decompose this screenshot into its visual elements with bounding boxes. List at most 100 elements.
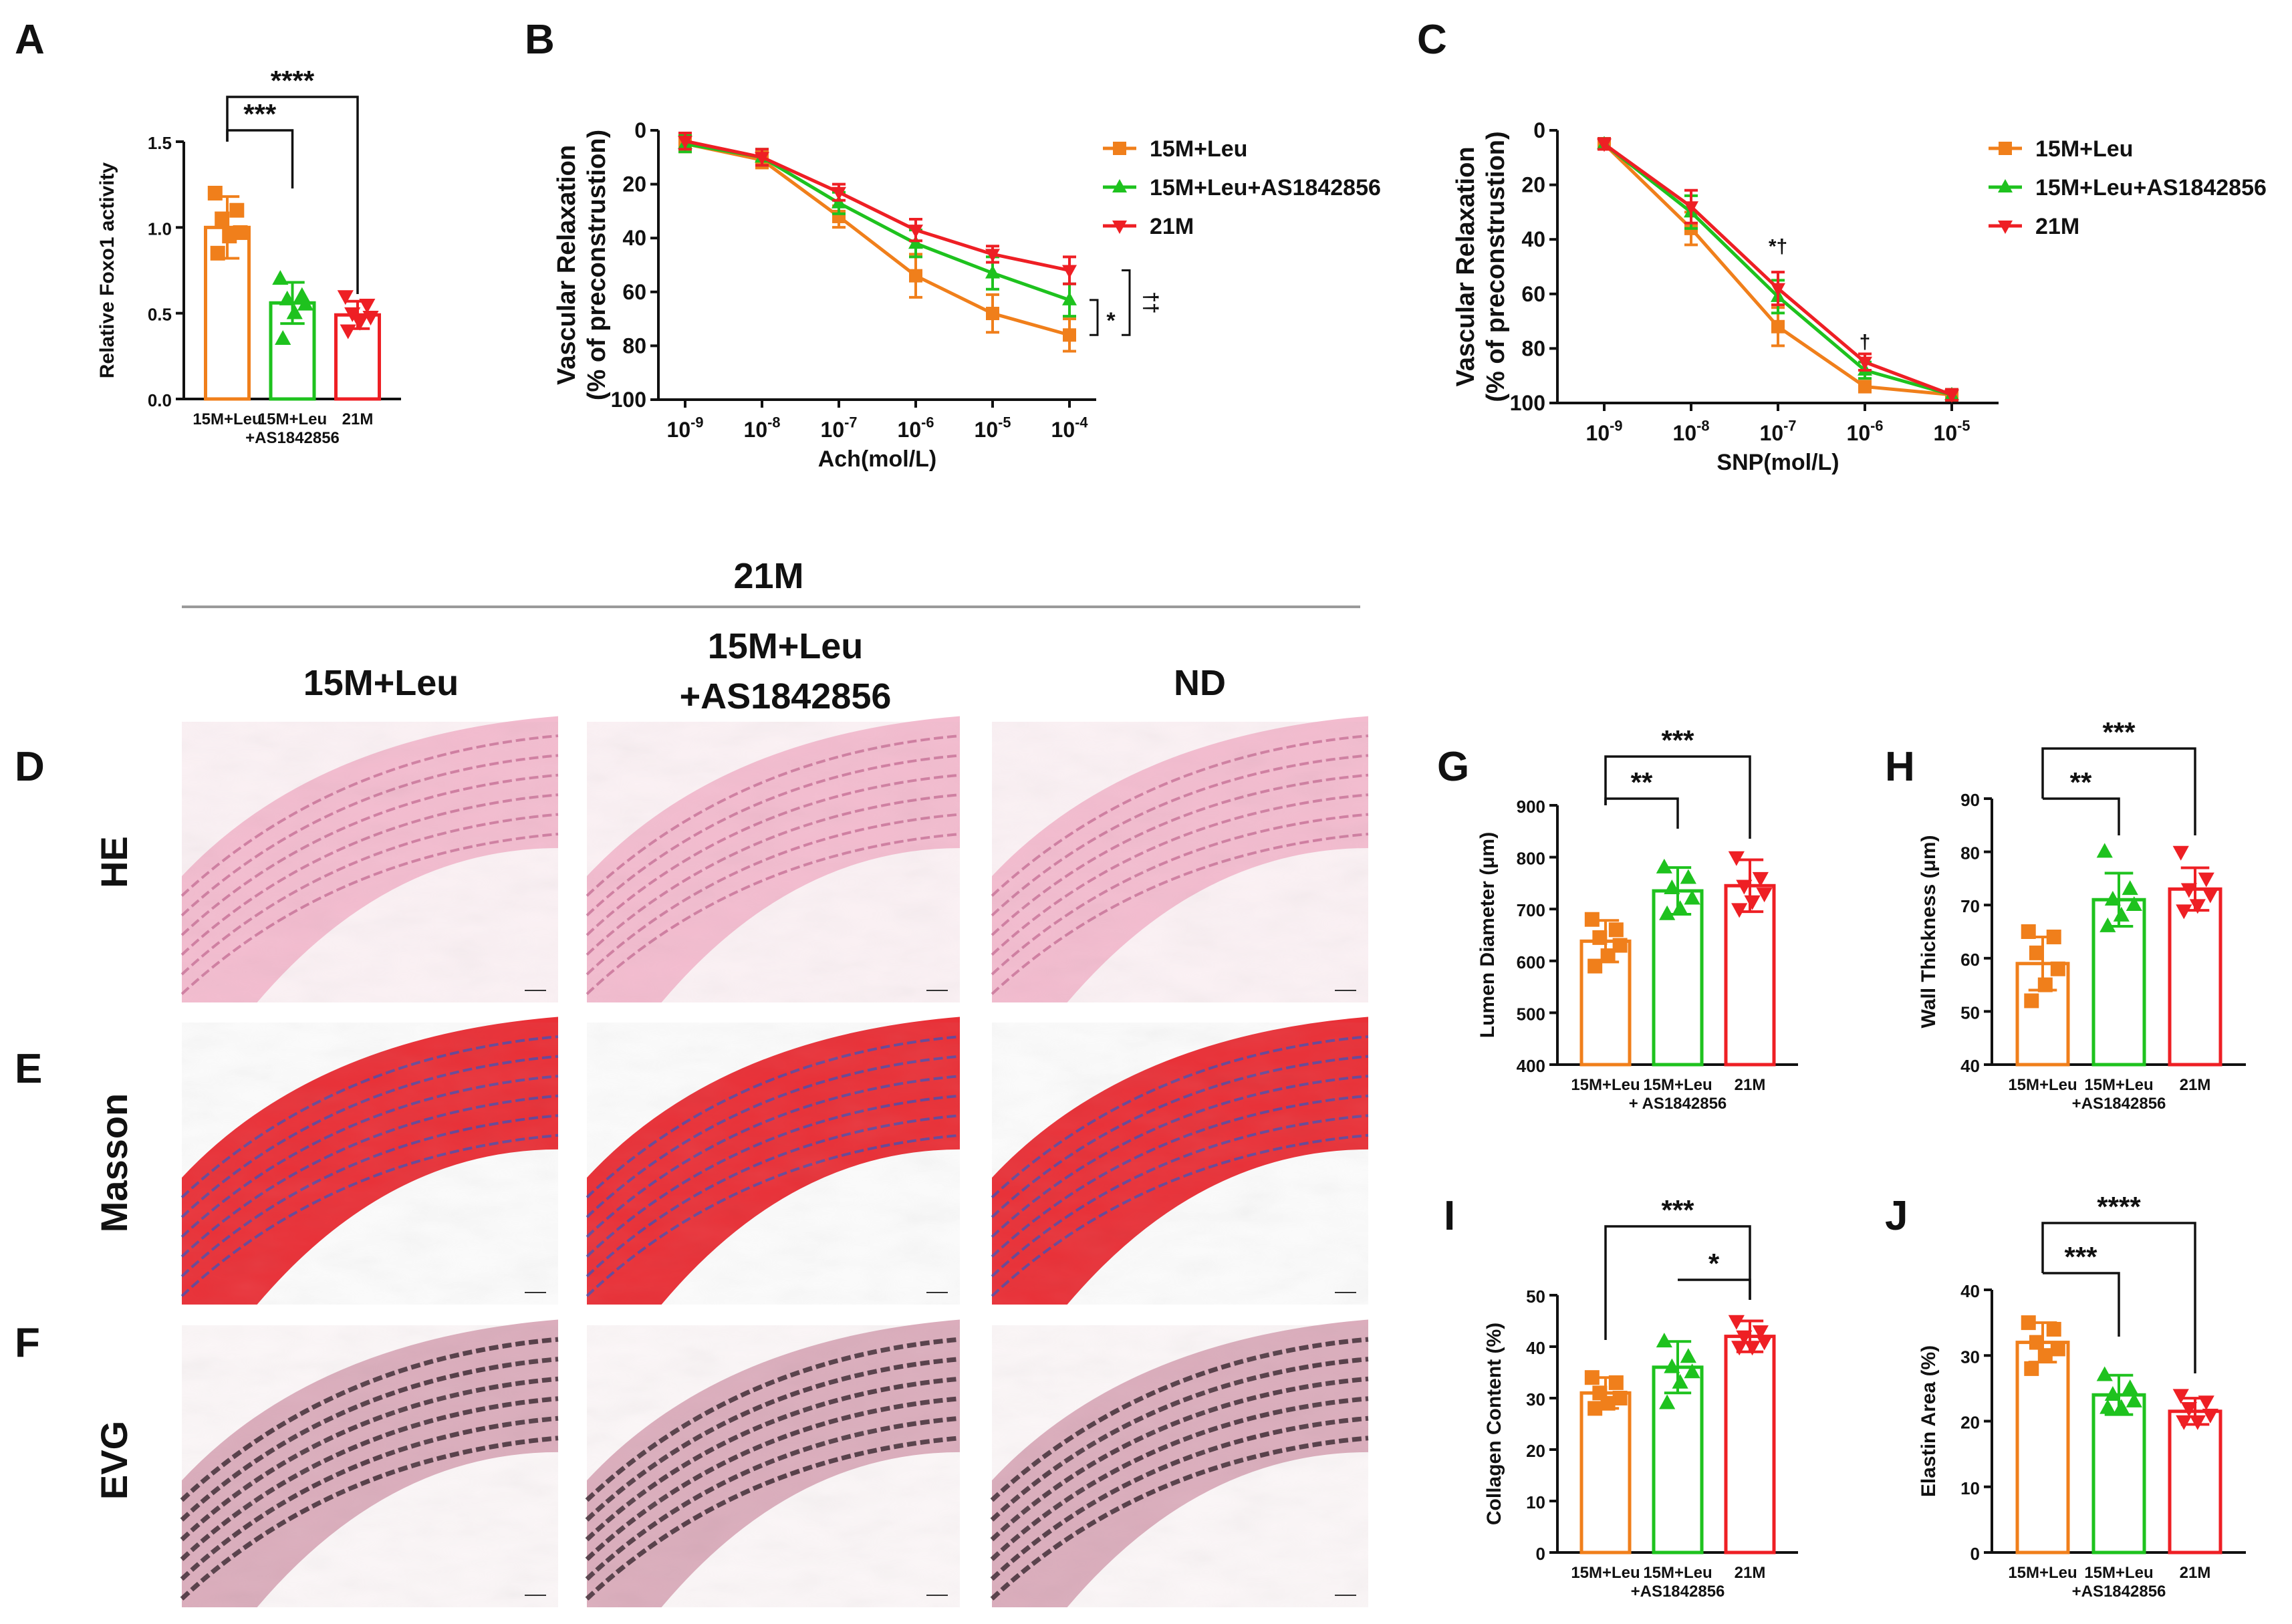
data-point xyxy=(1656,858,1672,873)
significance-label: **** xyxy=(271,65,315,96)
y-tick-label: 700 xyxy=(1517,900,1545,920)
histology-image-he-2 xyxy=(586,716,961,1002)
histology-col-2-line1: 15M+Leu xyxy=(708,626,864,666)
data-point xyxy=(1944,389,1959,403)
data-point xyxy=(1684,890,1700,905)
data-point xyxy=(2046,1321,2061,1337)
significance-bracket xyxy=(1122,269,1131,336)
data-point xyxy=(272,270,289,285)
chart-j-elastin: 0 10 20 30 40 Elastin Area (%) 15M+Leu 15M+Leu+… xyxy=(1918,1191,2246,1601)
x-category-label: 21M xyxy=(2180,1076,2211,1094)
data-point xyxy=(986,307,999,321)
data-point xyxy=(1587,1401,1603,1416)
bar xyxy=(1579,1391,1632,1554)
y-tick-label: 60 xyxy=(1960,950,1980,970)
significance-label: † xyxy=(1860,331,1871,353)
data-point xyxy=(1672,1373,1688,1389)
x-tick-label: 10-6 xyxy=(898,414,934,442)
panel-label-e: E xyxy=(15,1046,42,1092)
data-point xyxy=(1728,851,1745,866)
data-point xyxy=(832,186,846,200)
y-tick-label: 80 xyxy=(622,333,646,358)
y-tick-label: 600 xyxy=(1517,952,1545,972)
image-texture xyxy=(992,1325,1368,1607)
x-category-label: 15M+Leu xyxy=(2008,1076,2077,1094)
x-tick-label: 10-4 xyxy=(1051,414,1088,442)
panel-label-g: G xyxy=(1437,744,1469,790)
image-texture xyxy=(182,722,558,1002)
data-point xyxy=(2037,1348,2053,1363)
histology-image-he-3 xyxy=(991,716,1369,1002)
data-point xyxy=(210,245,225,261)
y-tick-label: 30 xyxy=(1960,1347,1980,1367)
x-category-sublabel: +AS1842856 xyxy=(2072,1583,2166,1601)
legend-label: 15M+Leu xyxy=(1150,136,1247,162)
x-tick-label: 10-8 xyxy=(1673,418,1710,445)
data-point xyxy=(1771,283,1785,297)
data-point xyxy=(279,290,295,305)
data-point xyxy=(1062,291,1077,305)
histology-image-evg-2 xyxy=(585,1319,961,1607)
y-tick-label: 40 xyxy=(1960,1056,1980,1076)
chart-g-lumen-diameter: 400 500 600 700 800 900 Lumen Diameter (μm) 15M… xyxy=(1477,724,1798,1113)
legend-marker xyxy=(1998,221,2013,234)
legend-marker xyxy=(1112,179,1127,192)
data-point xyxy=(2029,1335,2044,1350)
data-point xyxy=(359,299,376,314)
data-point xyxy=(2198,872,2214,888)
y-tick-label: 40 xyxy=(1960,1281,1980,1301)
significance-label: **** xyxy=(2097,1191,2141,1222)
y-tick-label: 400 xyxy=(1517,1056,1545,1076)
chart-h-wall-thickness: 40 50 60 70 80 90 Wall Thickness (μm) 15M+Leu 15… xyxy=(1918,716,2246,1113)
y-tick-label: 0.5 xyxy=(148,305,172,325)
data-point xyxy=(2021,924,2036,939)
data-point xyxy=(2099,1399,2116,1414)
x-category-label: 15M+Leu xyxy=(193,410,261,428)
significance-bracket xyxy=(1604,1225,1751,1340)
x-category-label: 21M xyxy=(1735,1564,1766,1582)
data-point xyxy=(1584,1370,1600,1385)
panel-label-i: I xyxy=(1444,1193,1455,1239)
data-point xyxy=(1728,1315,1745,1330)
chart-i-collagen: 0 10 20 30 40 50 Collagen Content (%) 15M+Leu 15… xyxy=(1483,1194,1798,1601)
data-point xyxy=(1680,1348,1696,1363)
histology-row-masson: Masson xyxy=(93,1093,135,1233)
data-point xyxy=(755,152,769,166)
data-point xyxy=(2096,1366,2113,1381)
data-point xyxy=(229,202,245,218)
x-tick-label: 10-9 xyxy=(667,414,704,442)
x-category-label: 15M+Leu xyxy=(1643,1076,1712,1094)
legend-marker xyxy=(1998,179,2013,192)
histology-row-evg: EVG xyxy=(93,1421,135,1500)
y-axis-label: Wall Thickness (μm) xyxy=(1918,835,1940,1029)
y-tick-label: 10 xyxy=(1526,1492,1545,1512)
legend-label: 21M xyxy=(1150,214,1194,239)
data-point xyxy=(2189,899,2206,914)
histology-col-1: 15M+Leu xyxy=(303,663,459,703)
x-category-sublabel: +AS1842856 xyxy=(245,429,340,447)
bar xyxy=(2168,887,2222,1067)
data-point xyxy=(678,136,692,150)
legend-label: 15M+Leu xyxy=(2035,136,2133,162)
legend-label: 21M xyxy=(2035,214,2079,239)
data-point xyxy=(2096,843,2113,858)
bar xyxy=(2168,1409,2222,1554)
y-tick-label: 0 xyxy=(1970,1544,1980,1564)
significance-label: *** xyxy=(2064,1241,2097,1272)
y-tick-label: 60 xyxy=(1521,282,1545,306)
data-point xyxy=(1680,869,1696,884)
data-point xyxy=(1752,1325,1769,1341)
histology-image-masson-3 xyxy=(991,1017,1369,1305)
data-point xyxy=(1736,879,1753,895)
data-point xyxy=(2176,904,2192,920)
data-point xyxy=(297,295,314,311)
significance-bracket xyxy=(2043,797,2120,835)
data-point xyxy=(1062,265,1077,279)
significance-label: ** xyxy=(2070,767,2092,798)
data-point xyxy=(2113,906,2130,922)
y-tick-label: 60 xyxy=(622,280,646,304)
significance-bracket xyxy=(1678,1278,1751,1300)
panel-label-b: B xyxy=(525,17,555,63)
data-point xyxy=(1684,1363,1700,1379)
